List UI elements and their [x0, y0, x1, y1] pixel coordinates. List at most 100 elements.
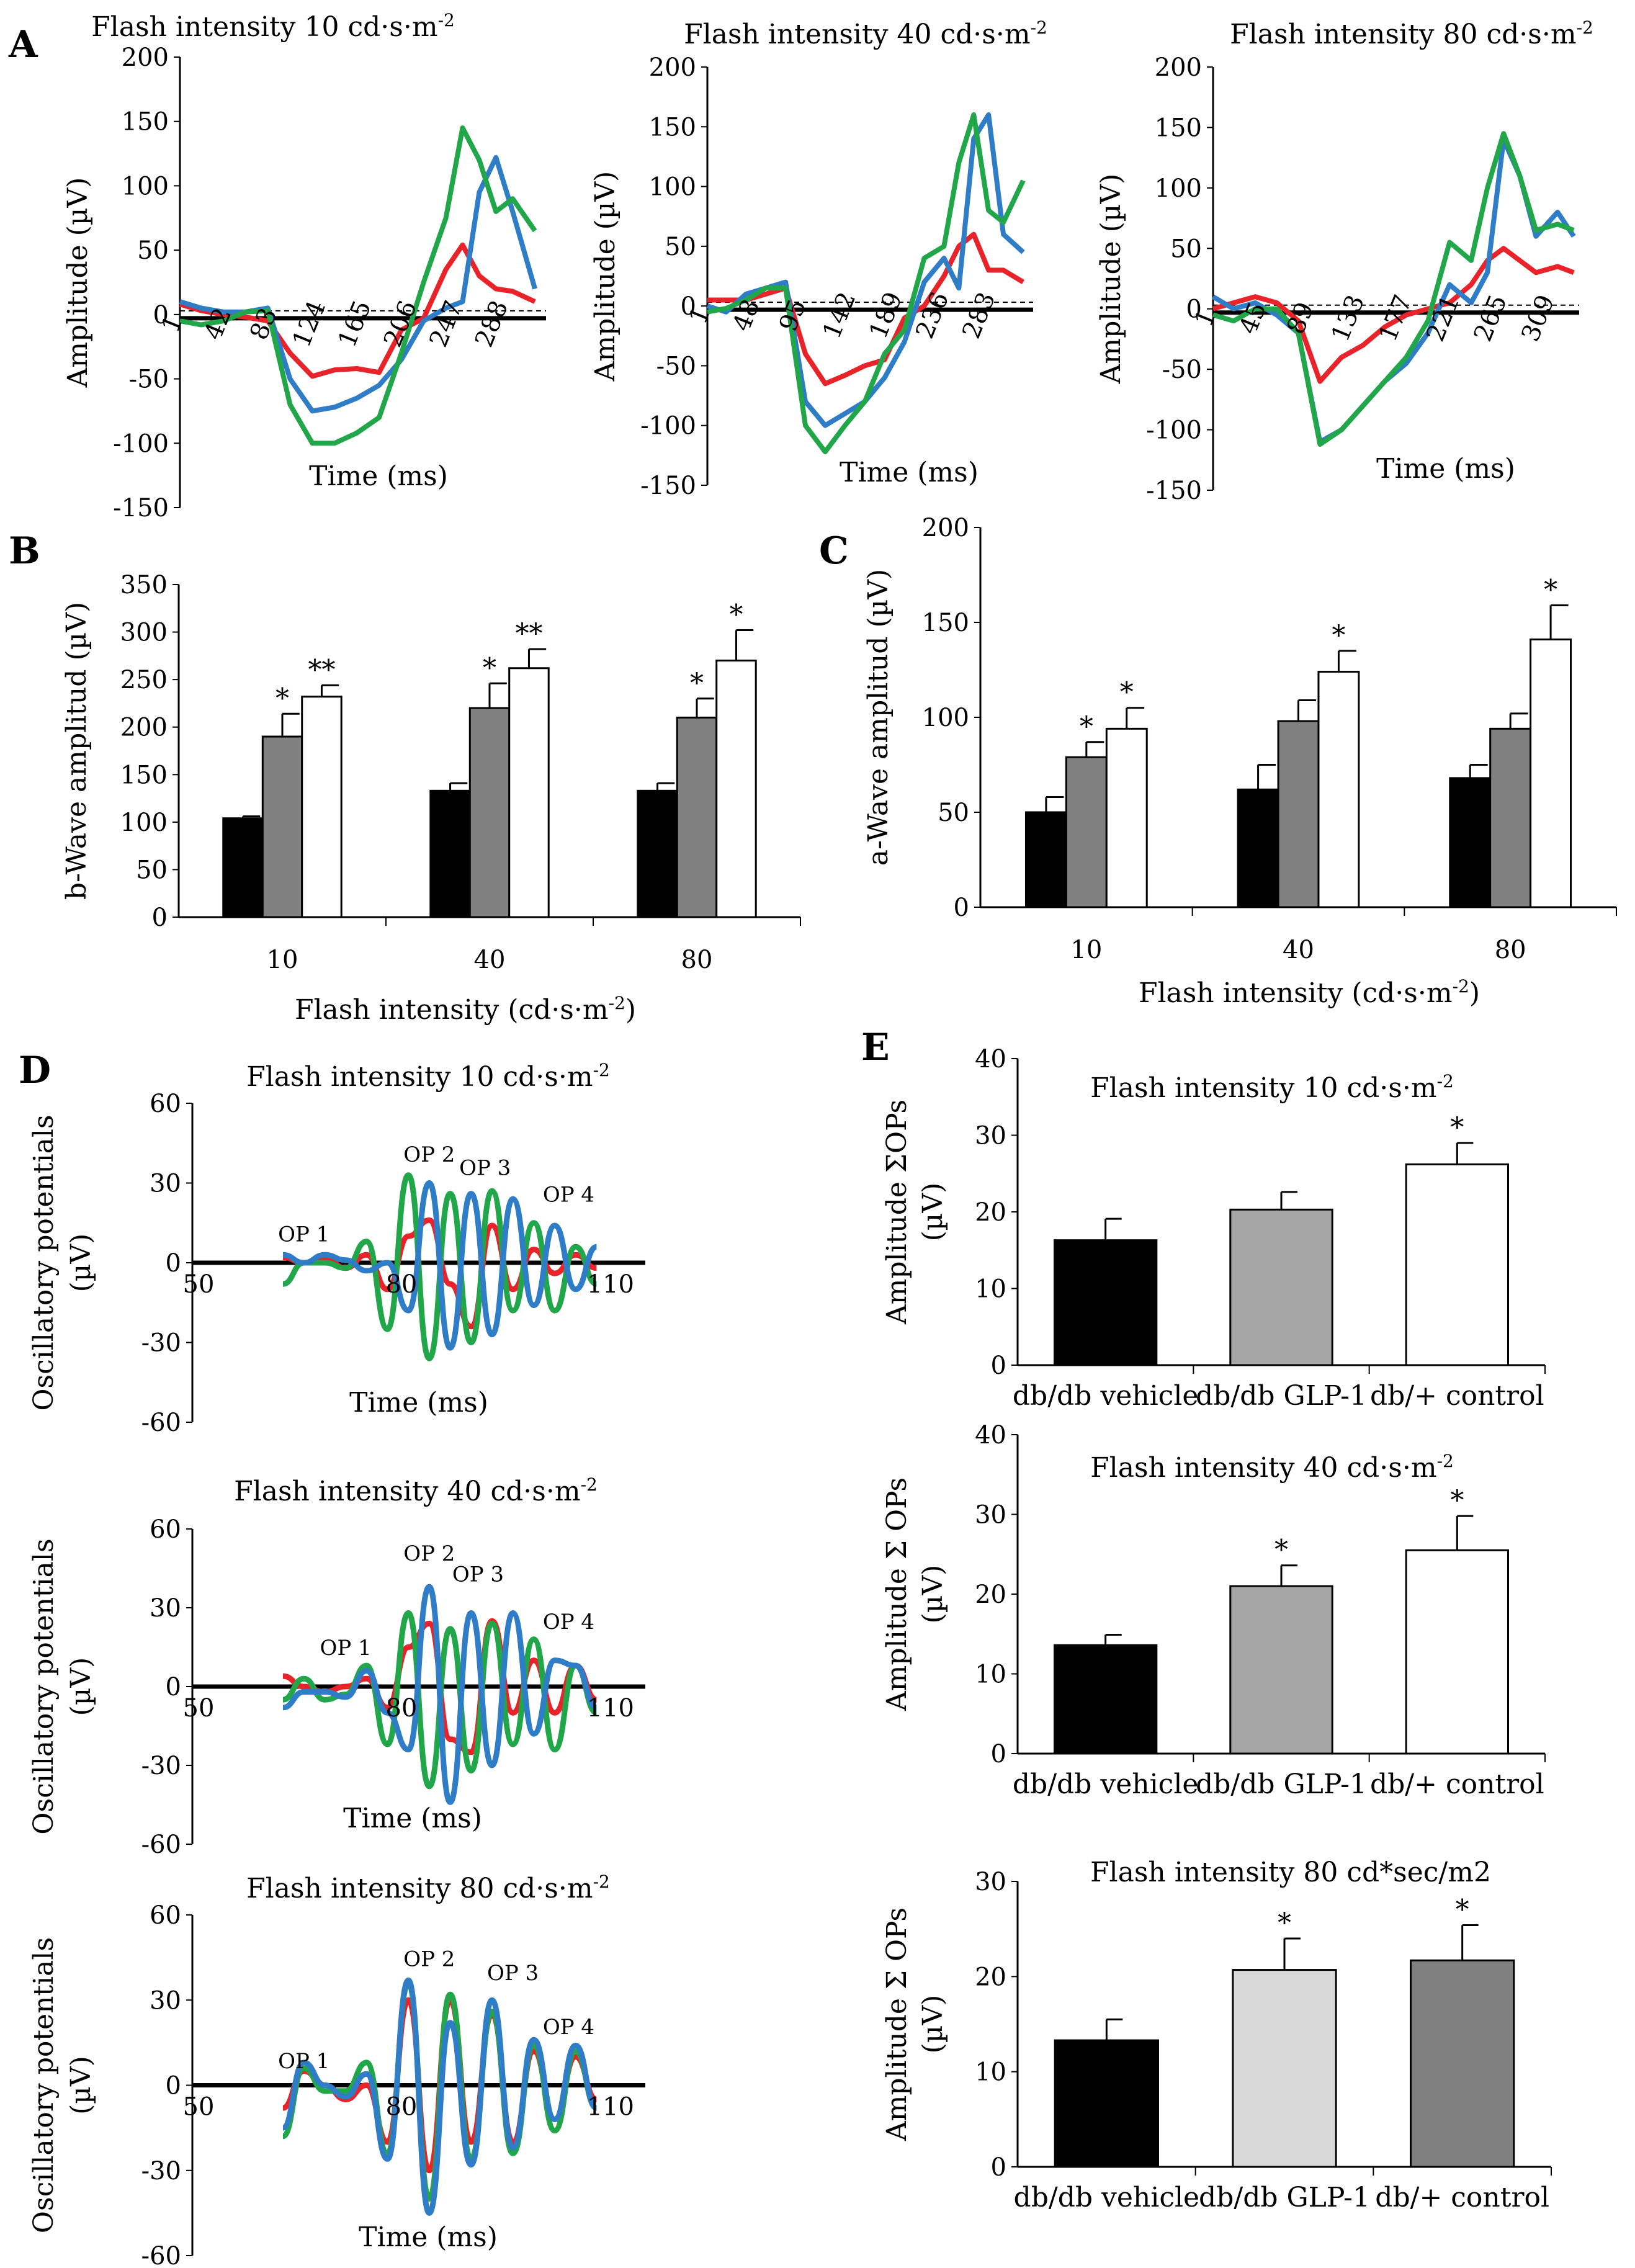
d3-op-label: OP 3: [487, 1961, 539, 1986]
d2-y-tick-label: -60: [141, 1831, 181, 1859]
a2-y-tick-label: 50: [665, 233, 696, 261]
b-y-tick-label: 300: [120, 619, 168, 647]
e2-category-label: db/db vehicle: [1013, 1768, 1199, 1800]
b-sig-marker: **: [308, 654, 335, 686]
c-bar-gray: [1065, 756, 1108, 908]
c-bar-gray: [1277, 720, 1320, 908]
b-bar-white: [301, 696, 343, 918]
a2-y-tick-label: 0: [681, 292, 696, 321]
d3-y-tick-label: 0: [166, 2072, 181, 2100]
d1-y-tick-label: -60: [141, 1409, 181, 1437]
chart-b: 050100150200250300350***10***40**80b-Wav…: [61, 571, 801, 1026]
d1-x-tick-label: 50: [183, 1270, 215, 1299]
a3-x-tick-label: 133: [1326, 291, 1370, 346]
b-y-tick-label: 250: [120, 666, 168, 694]
a2-y-label: Amplitude (µV): [589, 171, 621, 382]
e3-category-label: db/db vehicle: [1014, 2182, 1200, 2213]
a2-series-blue: [706, 112, 1025, 428]
c-sig-marker: *: [1544, 574, 1557, 606]
a3-y-tick-label: 150: [1155, 114, 1202, 142]
e2-y-tick-label: 20: [975, 1580, 1006, 1609]
c-bar-black: [1449, 777, 1492, 908]
e3-bar: [1232, 1969, 1337, 2168]
c-x-label: Flash intensity (cd·s·m-2): [1139, 976, 1480, 1010]
e3-bar: [1054, 2039, 1159, 2168]
e2-title: Flash intensity 40 cd·s·m-2: [1090, 1451, 1454, 1484]
a3-y-tick-label: -150: [1146, 477, 1202, 505]
e1-category-label: db/db vehicle: [1013, 1380, 1199, 1412]
b-bar-gray: [261, 735, 303, 918]
d3-y-label-unit: (µV): [65, 2056, 97, 2115]
e1-sig-marker: *: [1450, 1112, 1464, 1144]
a2-y-tick-label: -50: [656, 352, 696, 380]
e3-title: Flash intensity 80 cd*sec/m2: [1090, 1857, 1491, 1888]
chart-a1: Flash intensity 10 cd·s·m-2 -150 -100 -50 0 5…: [62, 10, 546, 522]
b-bar-gray: [468, 707, 511, 918]
d3-y-tick-label: -30: [141, 2157, 181, 2185]
e2-bar: [1229, 1585, 1333, 1755]
b-sig-marker: *: [690, 668, 704, 699]
b-bar-black: [637, 789, 678, 918]
b-category-label: 40: [474, 946, 506, 974]
a2-x-label: Time (ms): [840, 457, 979, 488]
e1-y-tick-label: 30: [975, 1122, 1006, 1150]
a1-series-red: [179, 242, 536, 379]
a3-y-tick-label: 50: [1170, 235, 1202, 263]
e3-sig-marker: *: [1278, 1907, 1291, 1939]
chart-e2: Flash intensity 40 cd·s·m-2 0 10 20 30 40 db/d…: [881, 1421, 1546, 1800]
b-category-label: 10: [267, 946, 298, 974]
e1-category-label: db/+ control: [1370, 1380, 1544, 1412]
c-bar-white: [1530, 639, 1572, 908]
d3-y-tick-label: 60: [150, 1901, 181, 1930]
a1-series-blue: [179, 155, 537, 414]
a3-series-green: [1212, 131, 1575, 447]
e2-y-tick-label: 40: [975, 1421, 1006, 1450]
chart-e3: Flash intensity 80 cd*sec/m2 0 10 20 30 db/db…: [881, 1857, 1552, 2213]
d3-op-label: OP 1: [278, 2049, 329, 2074]
a1-y-tick-label: -150: [113, 494, 169, 522]
c-y-tick-label: 200: [922, 514, 969, 542]
a3-y-tick-label: 0: [1186, 295, 1202, 324]
chart-a2: Flash intensity 40 cd·s·m-2 -150 -100 -50 0 5…: [589, 17, 1047, 501]
a2-x-tick-label: 95: [774, 295, 812, 335]
a1-y-tick-label: 150: [122, 108, 169, 137]
a3-y-tick-label: -100: [1146, 416, 1202, 445]
panel-label-a: A: [8, 23, 38, 66]
d3-series-blue: [281, 1977, 598, 2216]
e3-y-tick-label: 0: [991, 2153, 1006, 2182]
b-bar-black: [429, 789, 471, 918]
e3-category-label: db/+ control: [1375, 2182, 1549, 2213]
e3-y-label: Amplitude Σ OPs: [881, 1907, 913, 2141]
a1-series-green: [179, 125, 537, 446]
c-y-tick-label: 50: [938, 799, 969, 827]
c-bar-white: [1317, 671, 1360, 908]
d2-y-tick-label: 0: [166, 1673, 181, 1701]
a3-y-tick-label: 200: [1155, 53, 1202, 82]
d1-title: Flash intensity 10 cd·s·m-2: [246, 1060, 610, 1093]
b-bar-white: [508, 667, 550, 918]
b-y-tick-label: 150: [120, 761, 168, 789]
a3-x-tick-label: 221: [1421, 291, 1465, 346]
a3-y-tick-label: -50: [1162, 356, 1202, 384]
a3-title: Flash intensity 80 cd·s·m-2: [1230, 17, 1593, 51]
c-category-label: 40: [1283, 936, 1314, 964]
d2-x-tick-label: 50: [183, 1694, 215, 1723]
a3-y-label: Amplitude (µV): [1095, 174, 1127, 385]
b-bar-white: [715, 660, 757, 918]
d2-y-tick-label: 60: [150, 1515, 181, 1544]
d3-x-tick-label: 110: [587, 2093, 634, 2122]
c-sig-marker: *: [1332, 620, 1345, 652]
a2-y-tick-label: -150: [640, 472, 696, 500]
d1-x-label: Time (ms): [349, 1387, 488, 1419]
e1-y-tick-label: 20: [975, 1198, 1006, 1227]
c-category-label: 80: [1495, 936, 1526, 964]
a1-x-tick-label: 1: [156, 312, 189, 337]
b-y-label: b-Wave amplitud (µV): [61, 602, 92, 900]
d2-x-tick-label: 80: [385, 1694, 417, 1723]
c-y-tick-label: 150: [922, 609, 969, 637]
d3-x-tick-label: 50: [183, 2093, 215, 2122]
e1-y-tick-label: 40: [975, 1045, 1006, 1073]
b-sig-marker: *: [729, 599, 743, 631]
c-bar-black: [1237, 788, 1279, 908]
chart-d3: Flash intensity 80 cd·s·m-2 -60 -30 0 30 60 50…: [28, 1871, 645, 2268]
